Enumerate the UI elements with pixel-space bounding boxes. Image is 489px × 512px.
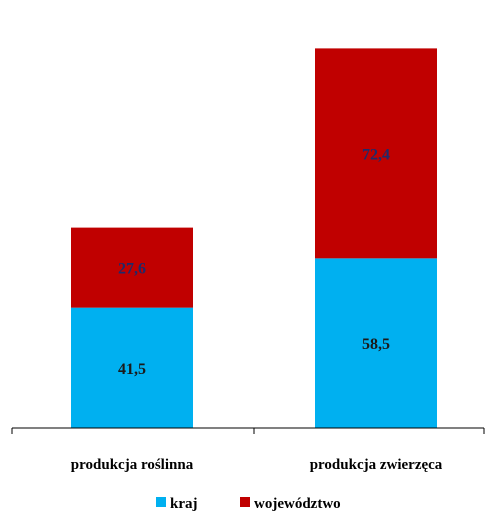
bar-województwo-0	[71, 227, 193, 308]
x-axis	[11, 427, 485, 434]
data-label-województwo-1: 72,4	[362, 146, 390, 163]
legend-item-kraj: kraj	[156, 496, 198, 512]
category-label-rosl: produkcja roślinna	[71, 457, 194, 473]
data-labels-group: 41,5 27,6 58,5 72,4	[118, 146, 390, 377]
legend-label-kraj: kraj	[170, 496, 198, 512]
legend-item-wojewodztwo: województwo	[240, 496, 341, 512]
bar-kraj-0	[71, 307, 193, 428]
category-labels: produkcja roślinna produkcja zwierzęca	[71, 457, 443, 473]
legend-label-wojewodztwo: województwo	[254, 496, 341, 512]
legend-swatch-kraj	[156, 497, 166, 507]
data-label-kraj-0: 41,5	[118, 361, 146, 378]
legend-swatch-wojewodztwo	[240, 497, 250, 507]
legend: kraj województwo	[156, 496, 341, 512]
data-label-kraj-1: 58,5	[362, 336, 390, 353]
category-label-zwierz: produkcja zwierzęca	[310, 457, 443, 473]
bar-województwo-1	[315, 48, 437, 259]
data-label-województwo-0: 27,6	[118, 261, 146, 278]
bar-kraj-1	[315, 258, 437, 428]
bars-group	[71, 48, 437, 428]
x-axis-ticks	[11, 428, 485, 434]
